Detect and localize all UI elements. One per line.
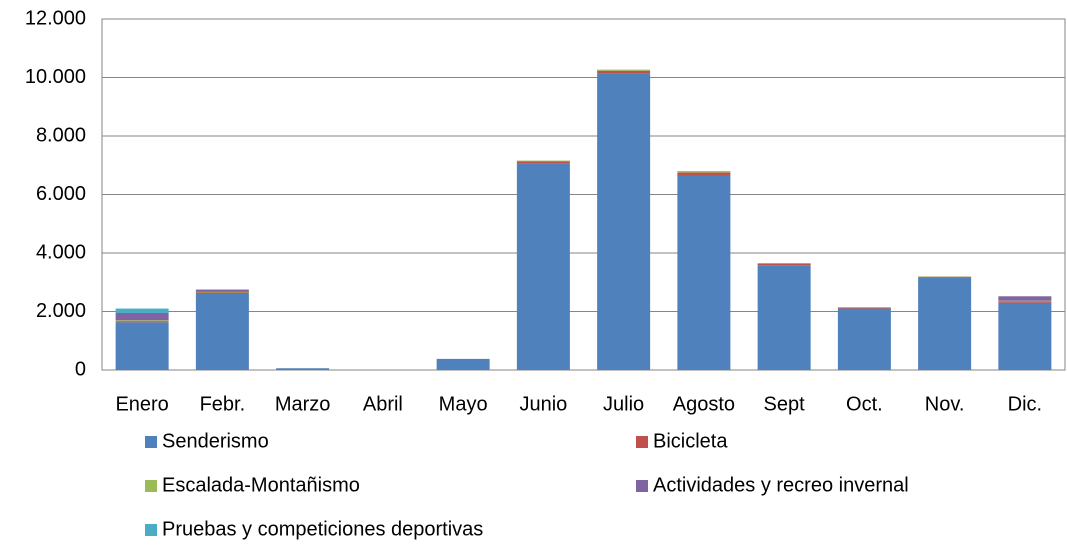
legend-label: Escalada-Montañismo — [162, 474, 360, 496]
bar-segment — [516, 163, 570, 370]
bar-segment — [757, 263, 811, 266]
x-tick-label: Oct. — [846, 393, 883, 415]
bar-segment — [276, 368, 330, 370]
x-tick-label: Enero — [115, 393, 168, 415]
bar-segment — [998, 302, 1052, 370]
bar-segment — [115, 321, 169, 323]
bar-segment — [115, 322, 169, 370]
bar-segment — [677, 172, 731, 176]
bar-segment — [195, 292, 249, 294]
x-tick-label: Agosto — [673, 393, 735, 415]
bar-segment — [918, 277, 972, 370]
plot-border — [101, 18, 1066, 371]
bar-segment — [115, 308, 169, 313]
legend-swatch — [145, 436, 157, 448]
y-tick-label: 12.000 — [25, 7, 86, 29]
y-tick-label: 4.000 — [36, 241, 86, 263]
y-tick-label: 2.000 — [36, 300, 86, 322]
bar-segment — [998, 300, 1052, 302]
bar-segment — [195, 289, 249, 292]
x-tick-label: Nov. — [925, 393, 965, 415]
bar-segment — [677, 175, 731, 370]
y-tick-label: 6.000 — [36, 183, 86, 205]
bar-segment — [597, 69, 651, 71]
bar-segment — [998, 301, 1052, 303]
legend-label: Senderismo — [162, 430, 269, 452]
legend-swatch — [636, 480, 648, 492]
y-tick-label: 0 — [75, 358, 86, 380]
bar-segment — [837, 307, 891, 308]
y-tick-label: 8.000 — [36, 124, 86, 146]
legend-swatch — [145, 480, 157, 492]
legend-swatch — [145, 524, 157, 536]
bar-segment — [516, 160, 570, 162]
bar-segment — [837, 307, 891, 309]
x-tick-label: Febr. — [200, 393, 246, 415]
bar-segment — [998, 296, 1052, 301]
y-tick-label: 10.000 — [25, 66, 86, 88]
x-tick-label: Marzo — [275, 393, 331, 415]
bar-segment — [677, 171, 731, 173]
bar-segment — [195, 293, 249, 370]
x-tick-label: Mayo — [439, 393, 488, 415]
legend-label: Bicicleta — [653, 430, 728, 452]
x-tick-label: Junio — [519, 393, 567, 415]
x-tick-label: Sept — [764, 393, 806, 415]
bar-segment — [115, 312, 169, 321]
legend-swatch — [636, 436, 648, 448]
bar-segment — [837, 308, 891, 370]
x-tick-label: Dic. — [1008, 393, 1042, 415]
bar-segment — [115, 320, 169, 322]
bar-segment — [195, 291, 249, 293]
legend-label: Actividades y recreo invernal — [653, 474, 909, 496]
bar-segment — [436, 358, 490, 370]
bar-segment — [597, 70, 651, 74]
bar-segment — [597, 73, 651, 371]
bar-segment — [918, 276, 972, 278]
legend-label: Pruebas y competiciones deportivas — [162, 518, 483, 540]
bar-segment — [516, 161, 570, 164]
bar-segment — [757, 265, 811, 370]
x-tick-label: Abril — [363, 393, 403, 415]
x-tick-label: Julio — [603, 393, 644, 415]
